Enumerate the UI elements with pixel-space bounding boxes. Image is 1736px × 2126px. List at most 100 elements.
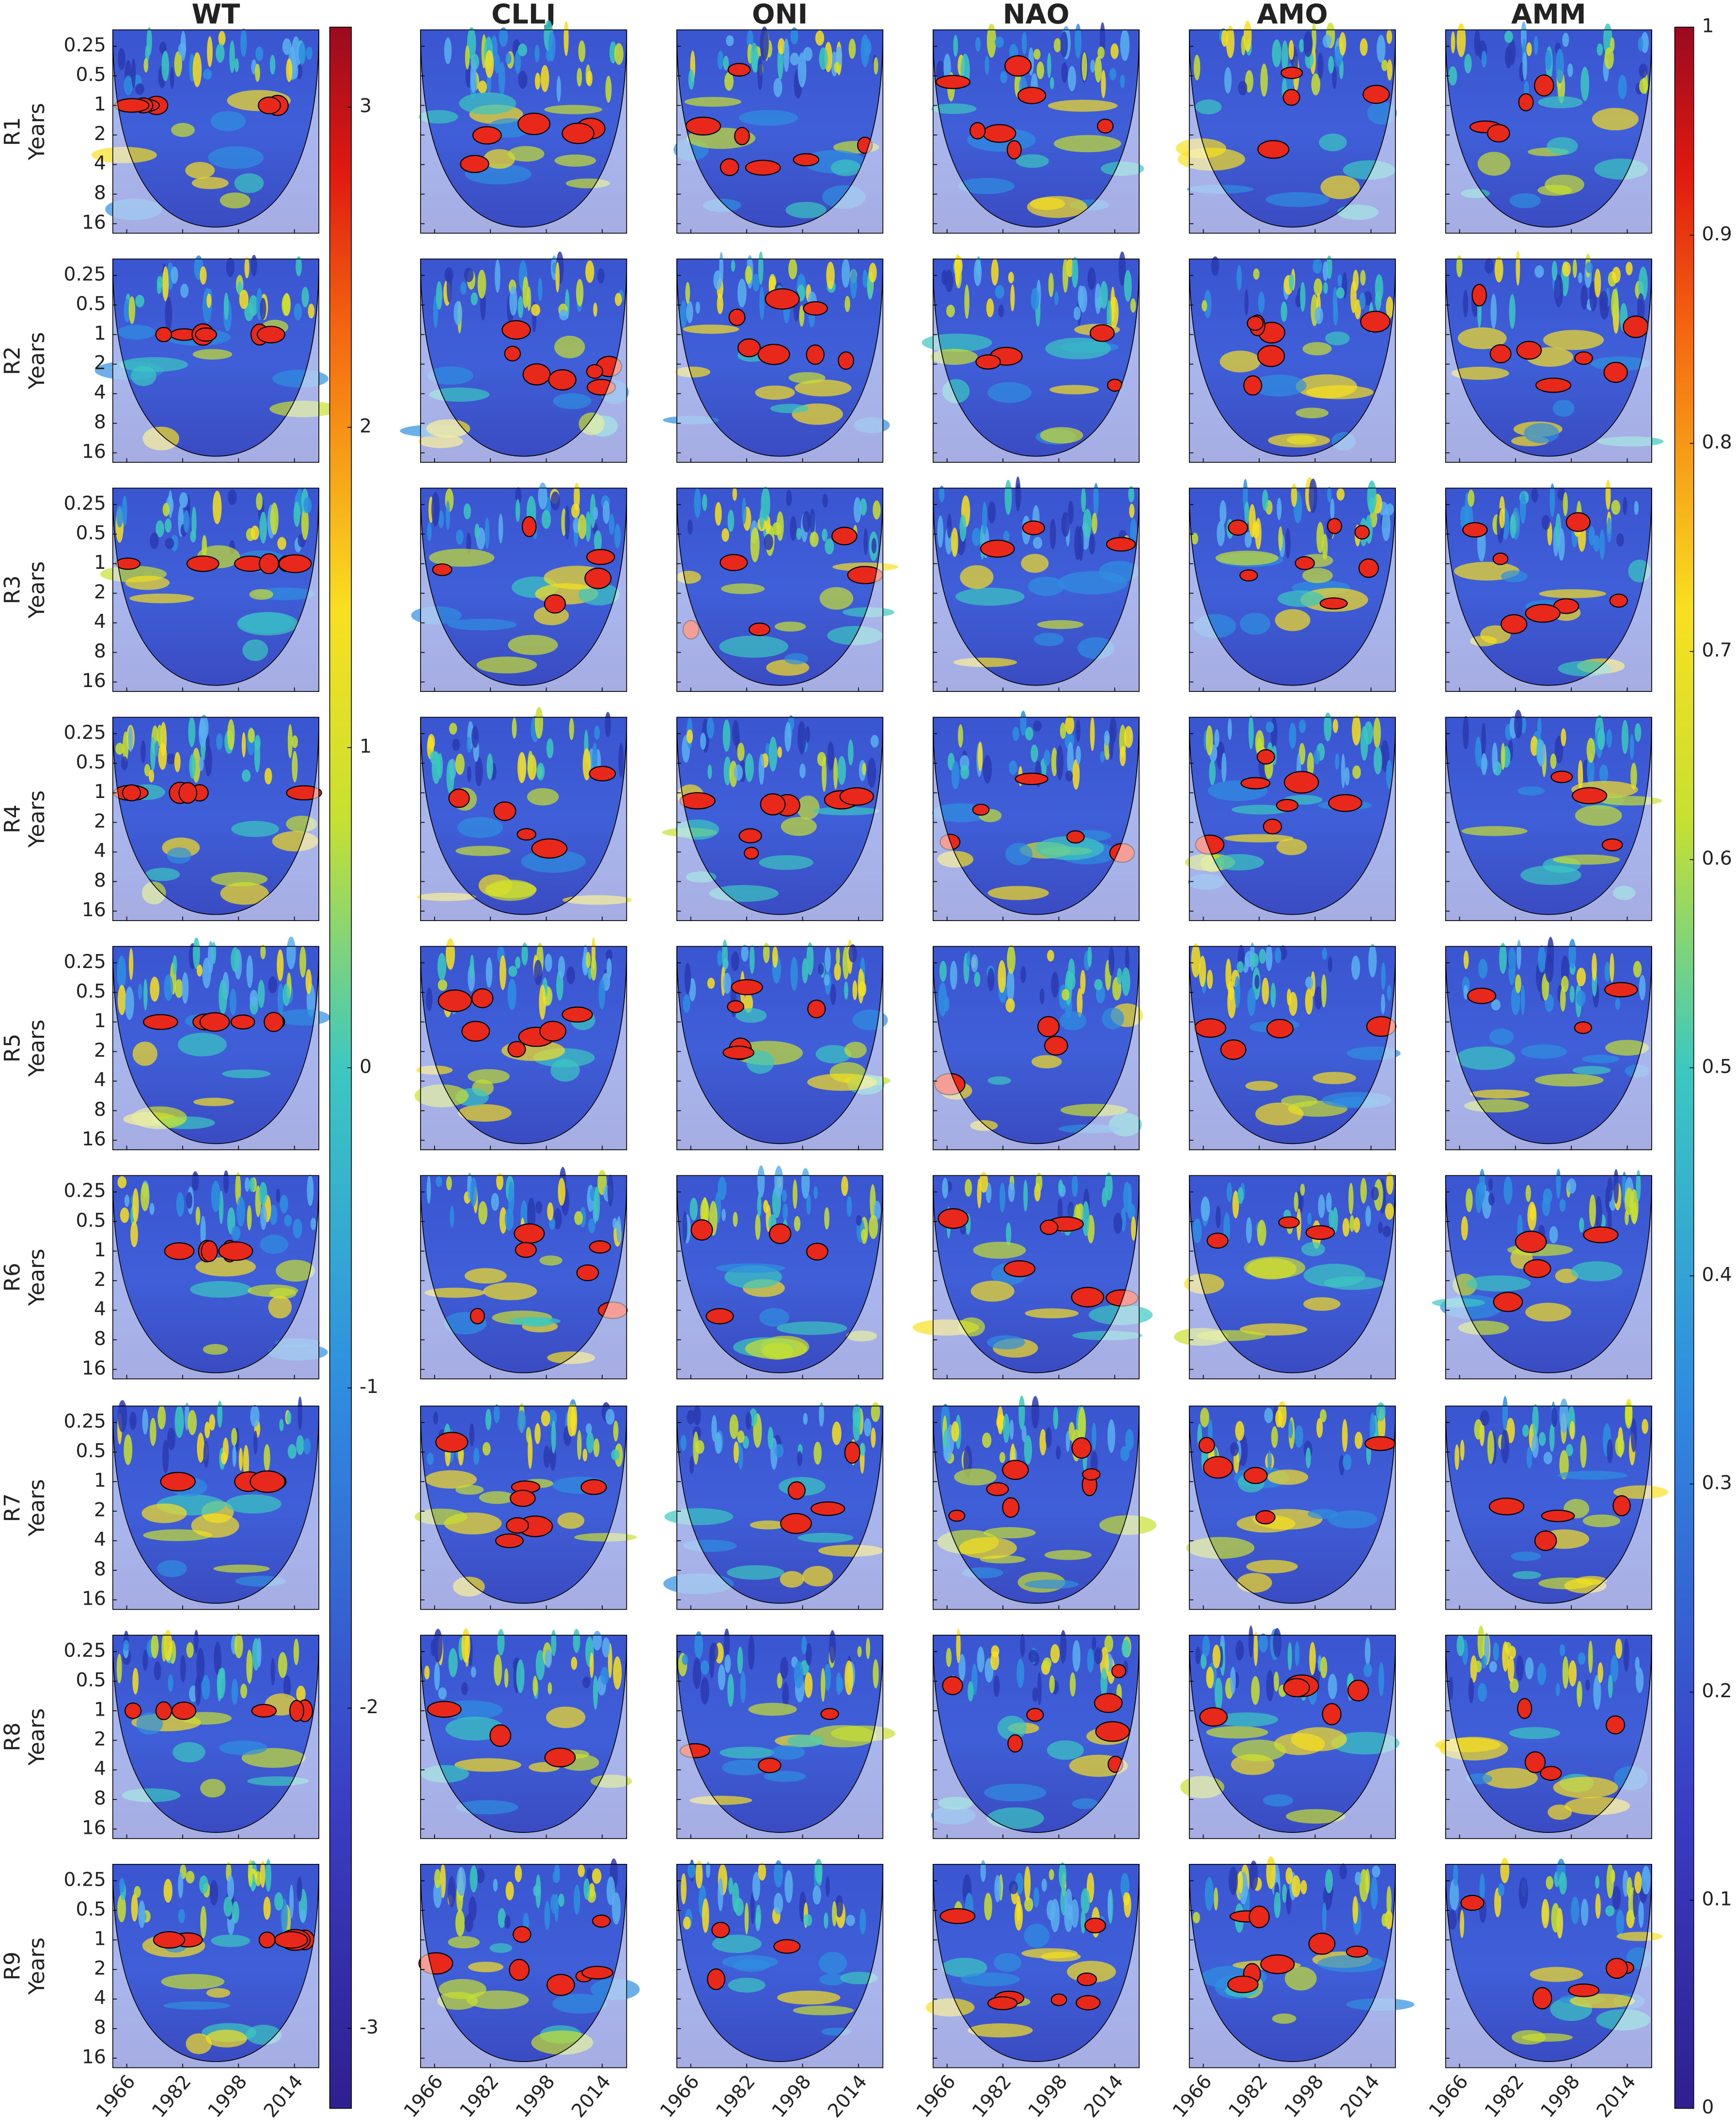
heatmap-blob — [1365, 1205, 1371, 1227]
heatmap-blob — [1123, 1892, 1130, 1906]
heatmap-blob — [1248, 715, 1254, 750]
heatmap-blob — [207, 941, 214, 974]
heatmap-blob — [299, 946, 307, 978]
heatmap-blob — [788, 372, 826, 384]
heatmap-blob — [1585, 262, 1593, 273]
heatmap-blob — [508, 966, 517, 977]
row-label: R6 — [0, 1263, 25, 1292]
heatmap-blob — [1048, 99, 1118, 112]
cone-shade — [676, 1635, 883, 1839]
heatmap-blob — [1501, 743, 1505, 770]
significant-region — [1278, 1216, 1300, 1229]
cone-shade — [1445, 259, 1652, 463]
heatmap-blob — [585, 511, 591, 542]
heatmap-blob — [830, 984, 836, 1005]
heatmap-blob — [278, 983, 284, 1016]
cone-shade — [1445, 1864, 1652, 2068]
heatmap-blob — [268, 1296, 292, 1319]
heatmap-blob — [1559, 1450, 1569, 1480]
heatmap-blob — [1248, 1626, 1253, 1658]
colorbar-tick-label: 3 — [360, 95, 372, 117]
y-tick-label: 1 — [94, 323, 106, 344]
heatmap-blob — [1546, 1876, 1553, 1890]
heatmap-blob — [1611, 1655, 1618, 1682]
heatmap-blob — [293, 1639, 299, 1665]
panel — [931, 22, 1144, 234]
heatmap-blob — [734, 1898, 744, 1916]
heatmap-blob — [469, 954, 474, 980]
heatmap-blob — [780, 1657, 788, 1679]
heatmap-blob — [1056, 745, 1063, 780]
heatmap-blob — [1220, 350, 1261, 373]
heatmap-blob — [1003, 530, 1010, 543]
heatmap-blob — [706, 717, 714, 739]
heatmap-blob — [1531, 488, 1538, 502]
x-tick-label: 2014 — [1080, 2071, 1128, 2122]
panel-frame — [1445, 946, 1652, 1150]
heatmap-blob — [1550, 753, 1557, 769]
heatmap-blob — [162, 266, 169, 301]
heatmap-blob — [162, 1439, 169, 1474]
heatmap-blob — [1615, 998, 1620, 1010]
heatmap-blob — [1638, 1900, 1644, 1928]
heatmap-blob — [721, 1208, 726, 1221]
heatmap-blob — [287, 1444, 297, 1459]
heatmap-blob — [1449, 1878, 1459, 1911]
cone-shade — [421, 1864, 627, 2068]
panel — [1189, 1856, 1415, 2068]
panel — [112, 937, 330, 1150]
heatmap-blob — [998, 960, 1006, 993]
heatmap-blob — [206, 1988, 231, 1998]
significant-region — [970, 122, 986, 140]
heatmap-blob — [1062, 258, 1068, 293]
heatmap-blob — [1204, 290, 1212, 318]
heatmap-blob — [1053, 135, 1122, 153]
panel-frame — [932, 1635, 1140, 1839]
significant-region — [803, 301, 828, 316]
heatmap-blob — [223, 1896, 233, 1917]
heatmap-blob — [848, 944, 858, 963]
heatmap-blob — [1272, 2013, 1297, 2024]
panel — [112, 1396, 319, 1610]
significant-region — [1533, 74, 1554, 97]
y-tick-label: 4 — [94, 1987, 106, 2009]
heatmap-blob — [1447, 1909, 1457, 1930]
heatmap-blob — [1638, 37, 1643, 51]
heatmap-blob — [226, 258, 235, 277]
heatmap-blob — [1627, 1877, 1632, 1898]
heatmap-blob — [998, 304, 1004, 318]
panel-frame — [1189, 1635, 1396, 1839]
significant-region — [807, 1000, 826, 1018]
heatmap-blob — [793, 2005, 854, 2016]
significant-region — [1255, 1510, 1276, 1525]
panel-frame — [112, 1406, 319, 1610]
heatmap-blob — [1191, 532, 1199, 545]
heatmap-blob — [448, 1936, 480, 1949]
significant-region — [1206, 1233, 1229, 1249]
heatmap-blob — [682, 1654, 688, 1665]
cone-of-influence — [1445, 1406, 1652, 1604]
significant-region — [256, 326, 285, 344]
heatmap-blob — [1305, 988, 1313, 1015]
heatmap-blob — [737, 1646, 743, 1674]
heatmap-blob — [217, 1401, 223, 1428]
y-tick-label: 1 — [94, 94, 106, 115]
panel — [1445, 937, 1652, 1150]
heatmap-blob — [135, 295, 144, 308]
panel — [112, 1629, 319, 1839]
heatmap-blob — [1000, 71, 1007, 84]
heatmap-blob — [1021, 31, 1027, 55]
heatmap-blob — [228, 489, 237, 505]
heatmap-blob — [700, 1660, 709, 1675]
significant-region — [1095, 1721, 1130, 1742]
heatmap-blob — [718, 1877, 723, 1911]
heatmap-blob — [1238, 80, 1248, 95]
heatmap-blob — [784, 722, 792, 752]
heatmap-blob — [1213, 854, 1264, 871]
heatmap-blob — [834, 963, 841, 981]
heatmap-blob — [1463, 950, 1469, 969]
heatmap-blob — [757, 56, 763, 91]
heatmap-blob — [1320, 1657, 1328, 1679]
heatmap-blob — [1100, 281, 1108, 309]
y-tick-label: 16 — [82, 441, 106, 463]
